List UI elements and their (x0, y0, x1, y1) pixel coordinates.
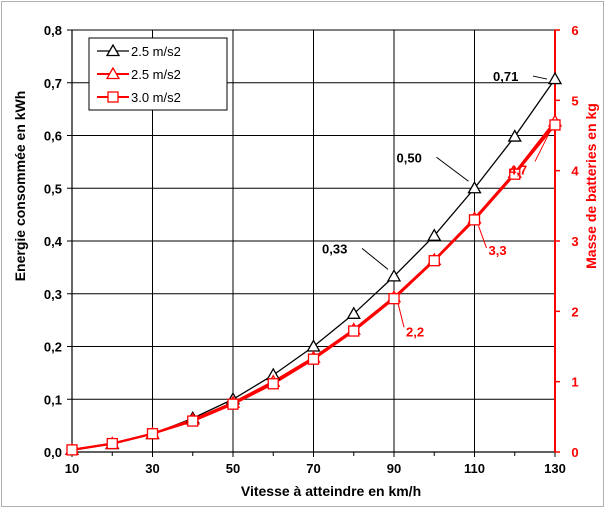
annotation-leader (534, 129, 552, 162)
y-tick-label: 0,3 (44, 287, 62, 302)
x-axis-label: Vitesse à atteindre en km/h (241, 483, 421, 499)
annotation-label: 0,33 (322, 241, 347, 256)
y2-tick-label: 2 (571, 304, 578, 319)
series-1-point (386, 269, 402, 282)
series-1-point (507, 129, 522, 142)
series-1-point (547, 71, 563, 85)
annotation-label: 4,7 (509, 162, 527, 177)
legend-marker-2 (105, 66, 121, 80)
annotation-leader (436, 156, 469, 182)
series-3-point (307, 353, 320, 365)
x-tick-label: 70 (306, 461, 320, 476)
annotation-label: 0,71 (493, 69, 518, 84)
y2-tick-label: 3 (571, 234, 578, 249)
x-tick-label: 50 (226, 461, 240, 476)
y2-tick-label: 5 (571, 93, 578, 108)
series-3-point (146, 428, 159, 440)
series-3-point (348, 325, 360, 337)
series-3-point (509, 168, 521, 180)
series-1-point (427, 228, 442, 241)
x-tick-label: 90 (387, 461, 401, 476)
legend-label-3: 3.0 m/s2 (131, 90, 181, 105)
series-3-point (187, 415, 199, 427)
series-3-point (428, 255, 440, 267)
annotation-layer: 0,71 0,50 0,33 4,7 3,3 2,2 (322, 69, 552, 339)
y-tick-label: 0,5 (44, 181, 62, 196)
series-3-point (106, 437, 118, 450)
annotation-leader (478, 225, 487, 249)
x-tick-label: 30 (145, 461, 159, 476)
annotation-label: 2,2 (406, 324, 424, 339)
series-3-point (227, 398, 239, 410)
x-tick-label: 130 (544, 461, 566, 476)
y2-tick-label: 1 (571, 375, 578, 390)
y-tick-label: 0,8 (44, 23, 62, 38)
y-tick-label: 0,4 (44, 234, 63, 249)
series-3-point (267, 378, 279, 390)
series-1-point (346, 306, 361, 319)
y-tick-label: 0,2 (44, 340, 62, 355)
y2-tick-label: 0 (571, 445, 578, 460)
annotation-label: 3,3 (489, 243, 507, 258)
series-3-point (468, 214, 481, 226)
y-tick-label: 0,6 (44, 129, 62, 144)
y2-axis-label: Masse de batteries en kg (583, 103, 599, 269)
y-tick-label: 0,7 (44, 76, 62, 91)
y-tick-label: 0,0 (44, 445, 62, 460)
legend-label-2: 2.5 m/s2 (131, 67, 181, 82)
annotation-leader (532, 75, 548, 80)
axes-layer: 10 30 50 70 90 110 1300,00,10,20,30,40,50,60,7… (44, 23, 579, 476)
annotation-label: 0,50 (397, 150, 422, 165)
legend-marker-3 (107, 91, 119, 103)
series-1-point (467, 180, 482, 194)
y2-tick-label: 4 (571, 164, 579, 179)
series-layer (64, 71, 563, 456)
series-3-point (388, 293, 400, 305)
legend: 2.5 m/s2 2.5 m/s2 3.0 m/s2 (88, 37, 228, 111)
x-tick-label: 110 (464, 461, 485, 476)
annotation-leader (397, 303, 405, 328)
x-tick-label: 10 (65, 461, 79, 476)
series-3-point (66, 444, 78, 456)
y-tick-label: 0,1 (44, 392, 62, 407)
y2-tick-label: 6 (571, 23, 578, 38)
legend-label-1: 2.5 m/s2 (131, 44, 181, 59)
series-3-point (549, 119, 561, 131)
annotation-leader (361, 247, 389, 270)
y-axis-label: Energie consommée en kWh (12, 91, 28, 282)
legend-marker-1 (105, 43, 121, 57)
